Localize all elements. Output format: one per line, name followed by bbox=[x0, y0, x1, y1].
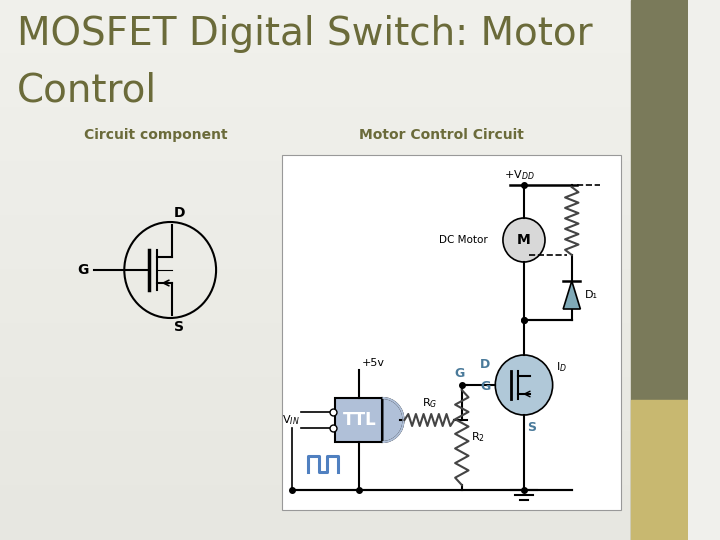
Text: R$_2$: R$_2$ bbox=[472, 430, 485, 444]
Text: +5v: +5v bbox=[361, 358, 384, 368]
Bar bbox=[631, 0, 688, 540]
Text: V$_{IN}$: V$_{IN}$ bbox=[282, 413, 300, 427]
Bar bbox=[0, 324, 631, 378]
Text: D: D bbox=[480, 359, 490, 372]
Text: M: M bbox=[517, 233, 531, 247]
Text: R$_G$: R$_G$ bbox=[422, 396, 437, 410]
Text: TTL: TTL bbox=[343, 411, 377, 429]
Bar bbox=[0, 378, 631, 432]
Bar bbox=[0, 486, 631, 540]
Bar bbox=[335, 398, 382, 442]
Text: I$_D$: I$_D$ bbox=[557, 360, 567, 374]
Text: G: G bbox=[454, 367, 464, 380]
Bar bbox=[0, 432, 631, 486]
Text: D₁: D₁ bbox=[585, 290, 598, 300]
Text: S: S bbox=[174, 320, 184, 334]
Bar bbox=[0, 162, 631, 216]
Circle shape bbox=[503, 218, 545, 262]
Text: G: G bbox=[480, 381, 490, 394]
Circle shape bbox=[495, 355, 553, 415]
Bar bbox=[0, 108, 631, 162]
Bar bbox=[0, 0, 631, 54]
Text: D: D bbox=[174, 206, 186, 220]
Polygon shape bbox=[563, 281, 580, 309]
Bar bbox=[0, 270, 631, 324]
Text: +V$_{DD}$: +V$_{DD}$ bbox=[504, 168, 534, 182]
Text: MOSFET Digital Switch: Motor: MOSFET Digital Switch: Motor bbox=[17, 15, 593, 53]
Text: DC Motor: DC Motor bbox=[439, 235, 487, 245]
Text: S: S bbox=[527, 421, 536, 434]
Wedge shape bbox=[382, 398, 403, 442]
Bar bbox=[631, 400, 688, 540]
Bar bbox=[0, 54, 631, 108]
Bar bbox=[282, 155, 621, 510]
Bar bbox=[0, 216, 631, 270]
Text: Motor Control Circuit: Motor Control Circuit bbox=[359, 128, 523, 142]
Text: Control: Control bbox=[17, 72, 158, 110]
Text: Circuit component: Circuit component bbox=[84, 128, 228, 142]
Text: G: G bbox=[78, 263, 89, 277]
